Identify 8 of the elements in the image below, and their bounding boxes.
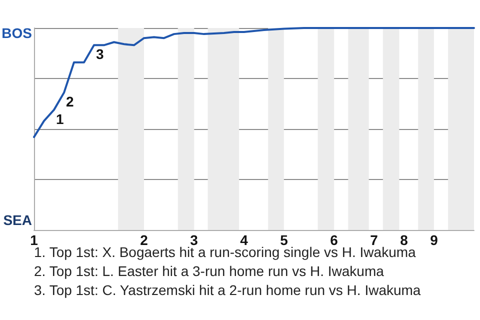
text: SEA: [3, 212, 32, 228]
text: 3. Top 1st: C. Yastrzemski hit a 2-run home run vs H. Iwakuma: [34, 282, 421, 298]
text: BOS: [2, 25, 32, 41]
x-tick-label: 9: [430, 232, 438, 248]
text: 2. Top 1st: L. Easter hit a 3-run home run vs H. Iwakuma: [34, 263, 384, 279]
annotation: 3: [96, 46, 104, 62]
annotation: 1: [56, 110, 64, 127]
annotation: 2: [66, 94, 74, 110]
